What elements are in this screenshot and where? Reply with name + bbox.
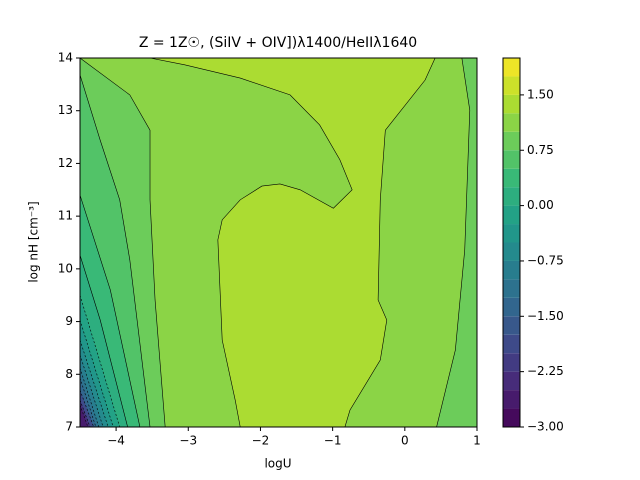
colorbar-bin (503, 316, 520, 335)
y-tick-label: 8 (65, 367, 73, 381)
colorbar-bin (503, 260, 520, 280)
x-tick-label: −4 (107, 434, 125, 448)
x-axis-label: logU (264, 457, 291, 471)
colorbar-bin (503, 113, 520, 132)
colorbar-bin (503, 187, 520, 206)
colorbar-tick-label: 1.50 (527, 87, 554, 101)
colorbar-tick-label: −3.00 (527, 420, 564, 434)
colorbar-bin (503, 353, 520, 372)
y-tick-label: 9 (65, 314, 73, 328)
colorbar-bin (503, 94, 520, 114)
colorbar-tick-label: −1.50 (527, 309, 564, 323)
y-tick-label: 10 (58, 261, 73, 275)
x-tick-label: −1 (324, 434, 342, 448)
colorbar-bin (503, 334, 520, 354)
colorbar-frame (502, 57, 521, 428)
y-tick-label: 14 (58, 51, 73, 65)
colorbar-bin (503, 297, 520, 317)
colorbar-tick-label: −2.25 (527, 364, 564, 378)
chart-title: Z = 1Z☉, (SiIV + OIV])λ1400/HeIIλ1640 (139, 35, 417, 51)
colorbar-bin (503, 279, 520, 298)
plot-area (80, 58, 477, 427)
colorbar-bin (503, 242, 520, 261)
colorbar-bin (503, 150, 520, 169)
y-tick-label: 7 (65, 420, 73, 434)
contour-region (80, 404, 89, 427)
contour-region (436, 58, 477, 427)
x-tick-label: 0 (401, 434, 409, 448)
colorbar-tick-label: −0.75 (527, 253, 564, 267)
y-tick-label: 12 (58, 156, 73, 170)
contour-region (149, 58, 436, 427)
x-tick-label: −3 (179, 434, 197, 448)
colorbar-bin (503, 168, 520, 188)
colorbar-bin (503, 390, 520, 409)
x-tick-label: 1 (473, 434, 481, 448)
plot-frame (79, 57, 478, 428)
colorbar-bin (503, 58, 520, 77)
y-tick-label: 11 (58, 209, 73, 223)
x-tick-label: −2 (252, 434, 270, 448)
colorbar-tick-label: 0.00 (527, 198, 554, 212)
colorbar-tick-label: 0.75 (527, 143, 554, 157)
colorbar-bin (503, 224, 520, 243)
y-tick-label: 13 (58, 103, 73, 117)
colorbar-bin (503, 131, 520, 151)
y-axis-label: log nH [cm⁻³] (27, 201, 41, 282)
colorbar-bin (503, 205, 520, 225)
colorbar-bin (503, 76, 520, 95)
colorbar-bin (503, 408, 520, 427)
colorbar-bin (503, 371, 520, 391)
